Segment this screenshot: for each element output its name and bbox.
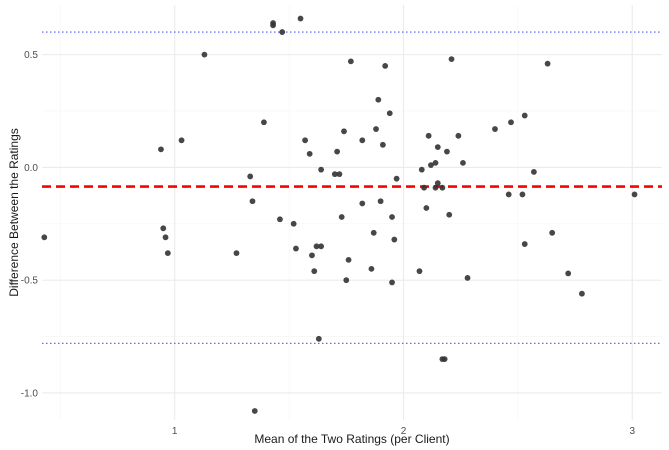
reference-lines: [42, 31, 662, 344]
data-point: [508, 119, 514, 126]
data-point: [418, 166, 425, 173]
data-point: [297, 15, 304, 22]
major-gridlines: [42, 5, 662, 420]
data-point: [368, 265, 375, 272]
data-point: [318, 243, 325, 250]
data-point: [455, 132, 462, 139]
data-point: [249, 198, 256, 205]
data-point: [425, 132, 432, 139]
data-point: [370, 229, 377, 236]
data-point: [270, 20, 276, 26]
data-point: [279, 29, 286, 35]
data-point: [311, 268, 318, 275]
data-point: [334, 148, 341, 155]
data-point: [389, 279, 395, 286]
data-point: [336, 171, 343, 178]
y-tick-label: 0.0: [24, 163, 38, 174]
data-point: [382, 62, 389, 69]
data-point: [375, 96, 382, 103]
data-point: [446, 211, 453, 218]
data-points: [41, 15, 638, 414]
data-point: [428, 162, 434, 169]
data-point: [290, 220, 297, 227]
minor-gridlines: [42, 5, 662, 420]
data-point: [389, 214, 395, 220]
data-point: [201, 51, 208, 58]
data-point: [233, 250, 240, 256]
data-point: [377, 198, 384, 205]
data-point: [162, 234, 169, 241]
data-point: [492, 126, 498, 132]
data-point: [631, 191, 638, 198]
data-point: [373, 126, 379, 132]
data-point: [341, 128, 347, 135]
data-point: [464, 275, 471, 281]
data-point: [423, 205, 430, 211]
data-point: [160, 225, 167, 232]
data-point: [432, 159, 439, 166]
data-point: [343, 277, 350, 284]
x-tick-label: 3: [629, 426, 635, 437]
data-point: [306, 150, 313, 157]
data-point: [519, 191, 526, 198]
data-point: [565, 270, 572, 277]
data-point: [359, 137, 366, 144]
data-point: [359, 200, 366, 207]
data-point: [178, 137, 185, 144]
data-point: [544, 60, 551, 67]
data-point: [318, 166, 325, 173]
data-point: [277, 216, 283, 223]
data-point: [302, 137, 308, 144]
data-point: [521, 241, 528, 247]
data-point: [247, 173, 254, 180]
y-axis-ticks: -1.0 -0.5 0.0 0.5: [21, 50, 39, 399]
data-point: [505, 191, 512, 198]
data-point: [251, 408, 258, 414]
data-point: [434, 180, 441, 187]
data-point: [444, 148, 450, 155]
data-point: [331, 171, 338, 178]
data-point: [309, 252, 315, 259]
data-point: [338, 214, 345, 220]
data-point: [315, 335, 322, 342]
y-tick-label: -1.0: [21, 388, 39, 399]
data-point: [521, 112, 528, 119]
data-point: [345, 256, 352, 263]
data-point: [386, 110, 393, 117]
data-point: [379, 141, 386, 148]
x-tick-label: 1: [172, 426, 178, 437]
data-point: [549, 229, 556, 236]
data-point: [530, 169, 537, 175]
data-point: [158, 146, 164, 153]
x-axis-title: Mean of the Two Ratings (per Client): [254, 432, 449, 446]
data-point: [460, 159, 466, 166]
data-point: [439, 184, 446, 191]
data-point: [313, 243, 320, 250]
data-point: [421, 184, 427, 191]
data-point: [393, 175, 400, 182]
y-axis-title: Difference Between the Ratings: [7, 128, 21, 297]
data-point: [293, 245, 299, 252]
data-point: [434, 144, 441, 150]
y-tick-label: 0.5: [24, 50, 38, 61]
y-tick-label: -0.5: [21, 276, 39, 287]
data-point: [41, 234, 48, 241]
data-point: [416, 268, 423, 275]
data-point: [579, 290, 585, 297]
x-tick-label: 2: [401, 426, 407, 437]
x-axis-ticks: 1 2 3: [172, 426, 636, 437]
data-point: [448, 56, 455, 63]
data-point: [164, 250, 171, 256]
data-point: [441, 356, 448, 363]
data-point: [261, 119, 267, 126]
data-point: [347, 58, 354, 65]
data-point: [432, 184, 439, 191]
data-point: [391, 236, 398, 243]
